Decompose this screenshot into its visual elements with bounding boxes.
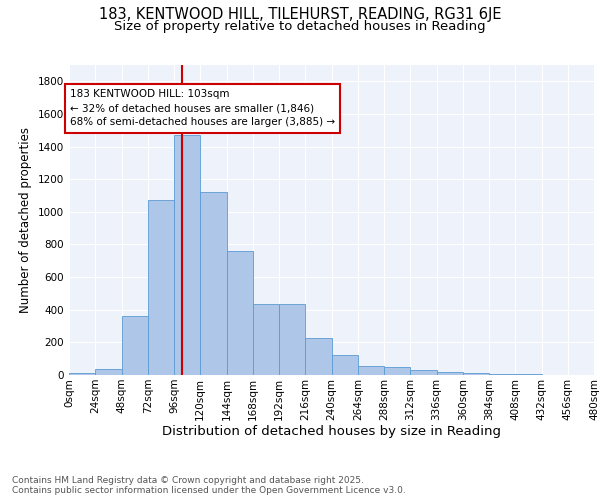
- Bar: [463, 372, 489, 375]
- Bar: [69, 374, 95, 375]
- Bar: [200, 192, 227, 375]
- Bar: [121, 316, 148, 375]
- Text: 183 KENTWOOD HILL: 103sqm
← 32% of detached houses are smaller (1,846)
68% of se: 183 KENTWOOD HILL: 103sqm ← 32% of detac…: [70, 90, 335, 128]
- Bar: [489, 374, 515, 375]
- Bar: [384, 367, 410, 375]
- Bar: [358, 366, 384, 375]
- Text: Contains HM Land Registry data © Crown copyright and database right 2025.
Contai: Contains HM Land Registry data © Crown c…: [12, 476, 406, 495]
- Bar: [148, 200, 174, 375]
- Y-axis label: Number of detached properties: Number of detached properties: [19, 127, 32, 313]
- Bar: [410, 370, 437, 375]
- Bar: [279, 304, 305, 375]
- Bar: [95, 370, 121, 375]
- Bar: [305, 338, 331, 375]
- Bar: [331, 356, 358, 375]
- Bar: [174, 135, 200, 375]
- Bar: [515, 374, 542, 375]
- Bar: [227, 251, 253, 375]
- Bar: [253, 304, 279, 375]
- Text: Size of property relative to detached houses in Reading: Size of property relative to detached ho…: [114, 20, 486, 33]
- Bar: [437, 372, 463, 375]
- X-axis label: Distribution of detached houses by size in Reading: Distribution of detached houses by size …: [162, 426, 501, 438]
- Text: 183, KENTWOOD HILL, TILEHURST, READING, RG31 6JE: 183, KENTWOOD HILL, TILEHURST, READING, …: [99, 8, 501, 22]
